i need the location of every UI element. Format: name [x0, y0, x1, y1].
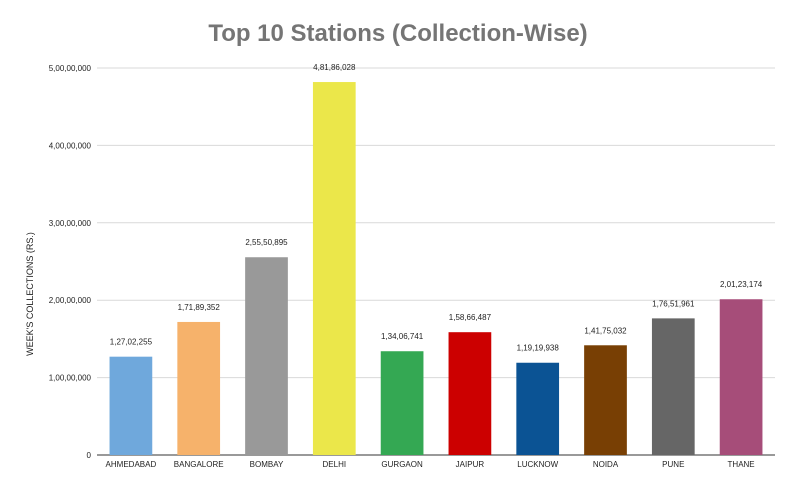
- x-tick-label: BANGALORE: [174, 460, 224, 469]
- y-tick-label: 0: [87, 451, 92, 460]
- bar-delhi: [312, 82, 356, 455]
- bar-lucknow: [516, 362, 560, 455]
- y-tick-label: 3,00,00,000: [49, 219, 92, 228]
- bar-bombay: [245, 257, 288, 455]
- data-label: 1,58,66,487: [449, 313, 492, 322]
- x-tick-label: NOIDA: [593, 460, 619, 469]
- x-tick-label: LUCKNOW: [517, 460, 558, 469]
- data-labels: 1,27,02,255 1,71,89,352 2,55,50,895 4,81,86…: [110, 63, 763, 353]
- y-axis-title: WEEK'S COLLECTIONS (RS.): [25, 232, 35, 356]
- bars: [109, 82, 763, 455]
- data-label: 1,76,51,961: [652, 299, 695, 308]
- bar-thane: [719, 299, 763, 455]
- y-tick-label: 4,00,00,000: [49, 141, 92, 150]
- x-tick-label: PUNE: [662, 460, 684, 469]
- chart-title: Top 10 Stations (Collection-Wise): [208, 20, 588, 47]
- x-tick-label: GURGAON: [381, 460, 423, 469]
- bar-jaipur: [448, 332, 492, 455]
- y-tick-label: 2,00,00,000: [49, 296, 92, 305]
- x-tick-label: THANE: [728, 460, 755, 469]
- data-label: 1,71,89,352: [178, 303, 221, 312]
- data-label: 1,19,19,938: [517, 344, 560, 353]
- bar-ahmedabad: [109, 356, 153, 455]
- x-tick-label: AHMEDABAD: [106, 460, 157, 469]
- x-tick-label: JAIPUR: [456, 460, 485, 469]
- bar-bangalore: [177, 321, 221, 455]
- bar-gurgaon: [380, 351, 424, 455]
- y-tick-label: 1,00,00,000: [49, 374, 92, 383]
- bar-pune: [651, 318, 695, 455]
- y-tick-label: 5,00,00,000: [49, 64, 92, 73]
- y-axis: 0 1,00,00,000 2,00,00,000 3,00,00,000 4,00,0…: [49, 64, 92, 460]
- data-label: 4,81,86,028: [313, 63, 356, 72]
- data-label: 2,55,50,895: [245, 238, 288, 247]
- x-tick-label: DELHI: [323, 460, 347, 469]
- data-label: 1,41,75,032: [584, 326, 627, 335]
- data-label: 1,27,02,255: [110, 338, 153, 347]
- bar-noida: [584, 345, 627, 455]
- x-axis: AHMEDABAD BANGALORE BOMBAY DELHI GURGAON JAIP…: [106, 460, 755, 469]
- data-label: 2,01,23,174: [720, 280, 763, 289]
- data-label: 1,34,06,741: [381, 332, 424, 341]
- x-tick-label: BOMBAY: [250, 460, 284, 469]
